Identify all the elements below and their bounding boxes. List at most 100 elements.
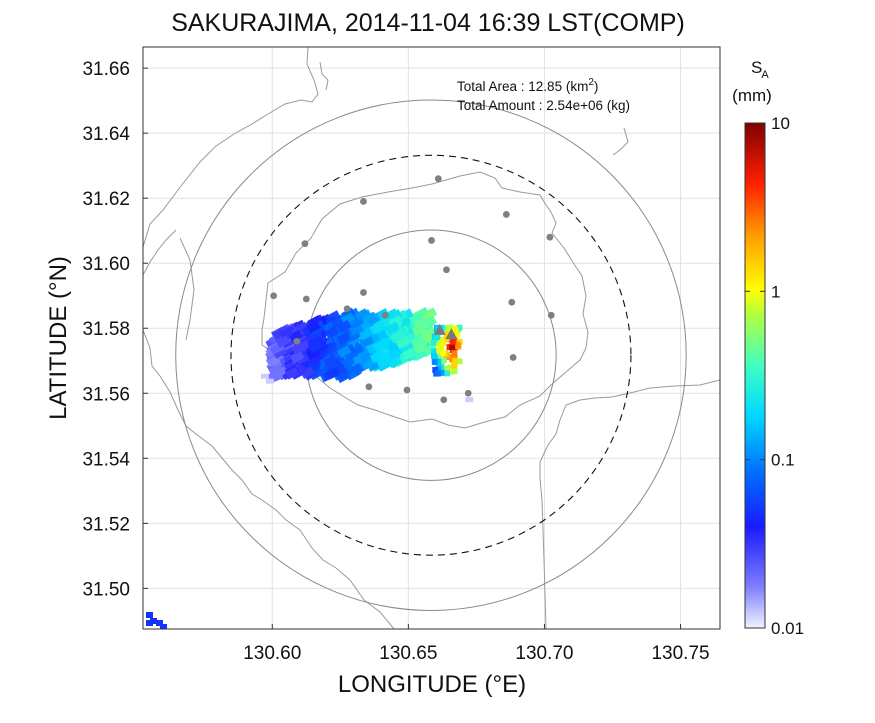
ash-cell: [288, 329, 303, 343]
ash-cell: [359, 335, 374, 349]
ash-cell: [412, 348, 428, 362]
total-amount-annotation: Total Amount : 2.54e+06 (kg): [457, 98, 630, 113]
ash-cell: [306, 320, 321, 334]
y-axis-label: LATITUDE (°N): [45, 256, 72, 420]
ash-cell: [443, 370, 450, 377]
ash-cell: [324, 325, 339, 339]
colorbar-tick-label: 10: [771, 114, 790, 133]
ash-cell: [372, 321, 387, 335]
ash-cell: [452, 326, 459, 333]
station-marker: [428, 237, 435, 244]
ash-cell: [265, 378, 274, 384]
ash-cell: [378, 352, 393, 366]
ash-cell: [430, 348, 437, 355]
ash-cell: [354, 308, 369, 321]
station-marker: [508, 298, 516, 306]
ash-cell: [260, 373, 269, 379]
ash-cell: [456, 324, 463, 331]
colorbar-tick-label: 1: [771, 282, 780, 301]
colorbar-title: SA: [751, 58, 769, 81]
ash-cell: [323, 354, 338, 368]
northern-coastline: [143, 47, 319, 248]
ash-cell: [348, 363, 364, 377]
colorbar-tick-label: 0.01: [771, 619, 804, 638]
sakurajima-coastline: [261, 171, 589, 429]
ash-cell: [160, 624, 167, 629]
ash-cell: [452, 357, 459, 364]
ash-cell: [326, 310, 341, 323]
ash-cell: [336, 320, 352, 333]
western-coastline: [143, 329, 395, 629]
station-marker: [443, 266, 450, 274]
ash-cell: [348, 323, 364, 336]
ash-cell: [367, 319, 383, 333]
ash-cell: [387, 355, 402, 368]
ash-cell: [307, 339, 323, 353]
ash-cell: [435, 365, 442, 372]
ash-cell: [279, 326, 294, 340]
ash-cell: [284, 366, 300, 380]
ash-cell: [389, 330, 405, 344]
x-tick-label: 130.65: [379, 643, 437, 664]
total-area-annotation: Total Area : 12.85 (km2): [457, 77, 598, 94]
ash-cell: [366, 312, 381, 326]
kagoshima-city-coastline: [179, 237, 195, 341]
northern-inlet-coastline: [319, 61, 329, 91]
x-axis-label: LONGITUDE (°E): [338, 671, 526, 698]
ash-cell: [300, 366, 315, 380]
ash-cell: [340, 356, 356, 369]
y-tick-label: 31.66: [82, 59, 130, 80]
x-axis-ticks: 130.60 130.65 130.70 130.75: [243, 624, 710, 664]
ash-cell: [308, 367, 324, 381]
ash-cell: [442, 325, 449, 332]
ash-cell: [436, 342, 443, 349]
ash-cell: [431, 339, 438, 346]
x-tick-label: 130.70: [515, 643, 573, 664]
station-marker: [343, 305, 351, 313]
ash-cell: [385, 321, 400, 335]
plot-frame: [142, 46, 721, 630]
y-tick-label: 31.52: [82, 514, 130, 535]
ash-cell: [422, 308, 437, 321]
ash-cell: [432, 367, 439, 374]
ash-cell: [437, 337, 444, 344]
vent-marker: [445, 328, 458, 340]
ash-cell: [435, 354, 442, 361]
station-marker: [360, 198, 367, 205]
ash-cell: [449, 338, 456, 345]
station-marker: [270, 292, 278, 300]
colorbar: SA (mm) 0.01 0.1 1 10: [732, 58, 804, 638]
ash-cell: [402, 347, 417, 360]
ash-cell: [327, 357, 343, 371]
x-tick-label: 130.60: [243, 643, 301, 664]
station-marker: [293, 337, 301, 345]
y-tick-label: 31.64: [82, 124, 130, 145]
ash-plume: [146, 307, 474, 629]
ash-cell: [438, 369, 445, 376]
dashed-range-ring: [230, 154, 632, 556]
ash-cell: [268, 363, 284, 377]
ash-cell: [454, 331, 461, 338]
ash-cell: [431, 353, 438, 360]
chart-title: SAKURAJIMA, 2014-11-04 16:39 LST(COMP): [171, 9, 685, 37]
station-marker: [546, 233, 554, 241]
ash-cell: [411, 335, 426, 348]
y-axis-ticks: 31.50 31.52 31.54 31.56 31.58 31.60 31.62 31.64…: [82, 59, 148, 600]
y-tick-label: 31.54: [82, 449, 130, 470]
ash-cell: [434, 370, 441, 377]
ash-cell: [444, 331, 451, 338]
ash-cell: [290, 350, 305, 364]
ash-cell: [146, 612, 153, 618]
ash-cell: [375, 337, 390, 351]
ash-cell: [449, 344, 456, 351]
ash-cell: [413, 341, 428, 355]
ash-cell: [451, 368, 458, 375]
mainland-coastline-detail: [143, 229, 177, 276]
ash-cell: [414, 319, 429, 333]
ash-cell: [343, 348, 358, 362]
ash-cell: [146, 620, 153, 626]
ash-cell: [337, 345, 352, 358]
ash-cell: [334, 340, 349, 354]
station-marker: [502, 211, 510, 218]
